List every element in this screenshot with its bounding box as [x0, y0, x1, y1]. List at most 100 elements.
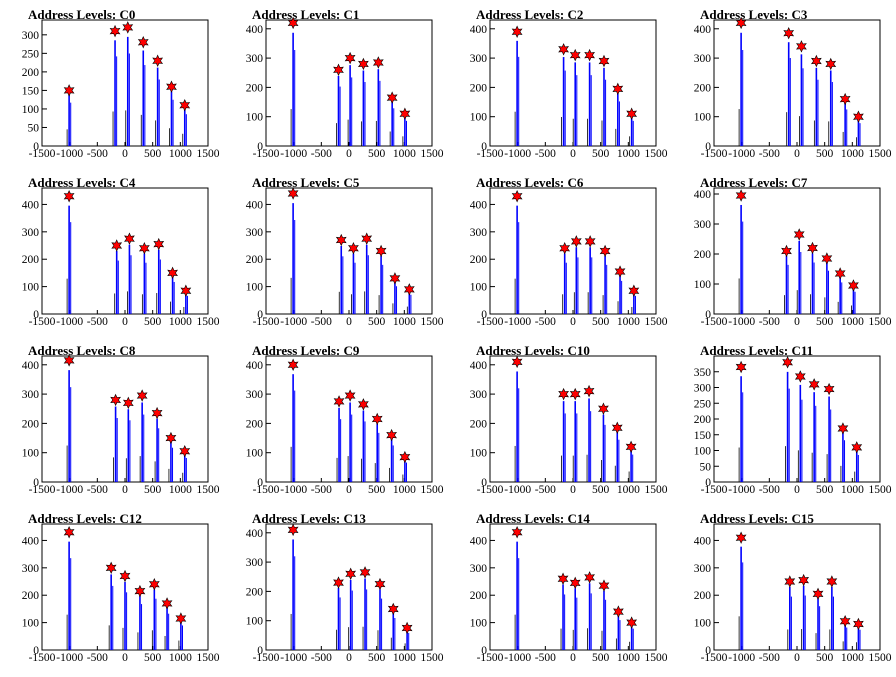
y-tick-label: 300	[22, 389, 40, 401]
histogram-panel-5: Address Levels: C5 0 100 200 300 400 -1500 -100…	[246, 175, 444, 328]
y-tick-label: 300	[22, 30, 40, 42]
peak-marker-star	[151, 406, 163, 420]
y-tick-label: 0	[257, 477, 263, 489]
histogram-panel-7: Address Levels: C7 0 100 200 300 400 -1500 -100…	[694, 175, 892, 328]
x-tick-label: 1000	[841, 316, 864, 328]
y-tick-label: 400	[246, 360, 264, 372]
x-tick-label: 1500	[645, 316, 668, 328]
peak-marker-star	[584, 235, 596, 248]
x-tick-label: 500	[368, 316, 386, 328]
x-tick-label: -500	[535, 484, 556, 496]
peak-marker-star	[63, 525, 75, 539]
x-tick-label: 1000	[841, 148, 864, 160]
peak-marker-star	[287, 16, 299, 30]
panel-title: Address Levels: C11	[700, 343, 813, 358]
y-tick-label: 100	[22, 282, 40, 294]
peak-marker-star	[558, 43, 569, 56]
peak-marker-star	[344, 51, 356, 65]
peak-marker-star	[853, 617, 864, 631]
y-tick-label: 0	[33, 645, 39, 657]
y-tick-label: 0	[705, 309, 711, 321]
peak-marker-star	[511, 525, 523, 539]
peak-marker-star	[511, 189, 523, 203]
y-tick-label: 0	[257, 141, 263, 153]
peak-marker-star	[626, 616, 638, 629]
y-tick-label: 300	[470, 389, 488, 401]
y-tick-label: 100	[246, 112, 264, 124]
peak-marker-star	[584, 571, 595, 584]
y-tick-label: 400	[22, 360, 40, 372]
peak-marker-star	[348, 242, 359, 255]
peak-marker-star	[386, 91, 398, 104]
y-tick-label: 200	[22, 418, 40, 430]
y-tick-label: 100	[694, 112, 712, 124]
x-tick-label: 1500	[645, 484, 668, 496]
peak-marker-star	[851, 441, 863, 454]
peak-marker-star	[386, 428, 397, 442]
x-tick-label: -1500	[477, 316, 504, 328]
x-tick-label: 0	[346, 484, 352, 496]
x-tick-label: 1000	[617, 484, 640, 496]
peak-marker-star	[335, 233, 347, 247]
x-tick-label: -1500	[29, 316, 56, 328]
x-tick-label: 500	[592, 316, 610, 328]
y-tick-label: 200	[246, 82, 264, 94]
peak-marker-star	[598, 54, 610, 68]
y-tick-label: 200	[22, 590, 40, 602]
y-tick-label: 300	[246, 557, 264, 569]
peak-marker-star	[180, 284, 192, 297]
histogram-panel-12: Address Levels: C12 0 100 200 300 400 -1500 -10…	[22, 511, 220, 664]
x-tick-label: 1500	[869, 148, 892, 160]
peak-marker-star	[511, 355, 523, 369]
x-tick-label: -500	[87, 316, 108, 328]
x-tick-label: 500	[816, 316, 834, 328]
peak-marker-star	[387, 602, 399, 616]
y-tick-label: 300	[694, 219, 712, 231]
y-tick-label: 200	[470, 418, 488, 430]
peak-marker-star	[853, 110, 864, 123]
peak-marker-star	[287, 523, 299, 537]
y-tick-label: 300	[470, 227, 488, 239]
y-tick-label: 0	[481, 645, 487, 657]
y-tick-label: 100	[246, 282, 264, 294]
x-tick-label: 1500	[869, 652, 892, 664]
peak-marker-star	[345, 567, 357, 581]
plot-frame	[41, 19, 209, 147]
peak-marker-star	[403, 283, 415, 296]
x-tick-label: 1500	[421, 148, 444, 160]
y-tick-label: 300	[22, 563, 40, 575]
peak-marker-star	[63, 189, 75, 203]
y-tick-label: 100	[470, 448, 488, 460]
panel-title: Address Levels: C10	[476, 343, 590, 358]
panel-title: Address Levels: C4	[28, 175, 136, 190]
x-tick-label: 0	[122, 484, 128, 496]
peak-marker-star	[583, 384, 595, 398]
panel-title: Address Levels: C9	[252, 343, 360, 358]
peak-marker-star	[825, 57, 837, 71]
x-tick-label: 1500	[645, 148, 668, 160]
peak-marker-star	[109, 24, 121, 38]
x-tick-label: -1000	[728, 652, 755, 664]
x-tick-label: -1000	[504, 652, 531, 664]
peak-marker-star	[558, 387, 569, 401]
peak-marker-star	[122, 21, 134, 34]
peak-marker-star	[598, 402, 609, 415]
x-tick-label: 0	[570, 652, 576, 664]
peak-marker-star	[333, 395, 345, 408]
y-tick-label: 400	[470, 360, 488, 372]
x-tick-label: 500	[144, 484, 162, 496]
x-tick-label: -1000	[56, 484, 83, 496]
histogram-panel-10: Address Levels: C10 0 100 200 300 400 -1500 -10…	[470, 343, 668, 496]
x-tick-label: -500	[535, 316, 556, 328]
x-tick-label: -1500	[253, 484, 280, 496]
y-tick-label: 200	[694, 590, 712, 602]
y-tick-label: 0	[481, 477, 487, 489]
peak-marker-star	[781, 244, 792, 258]
peak-marker-star	[344, 389, 356, 402]
x-tick-label: 500	[592, 148, 610, 160]
y-tick-label: 200	[470, 590, 488, 602]
x-tick-label: -500	[759, 652, 780, 664]
histogram-panel-6: Address Levels: C6 0 100 200 300 400 -1500 -100…	[470, 175, 668, 328]
x-tick-label: 500	[144, 652, 162, 664]
